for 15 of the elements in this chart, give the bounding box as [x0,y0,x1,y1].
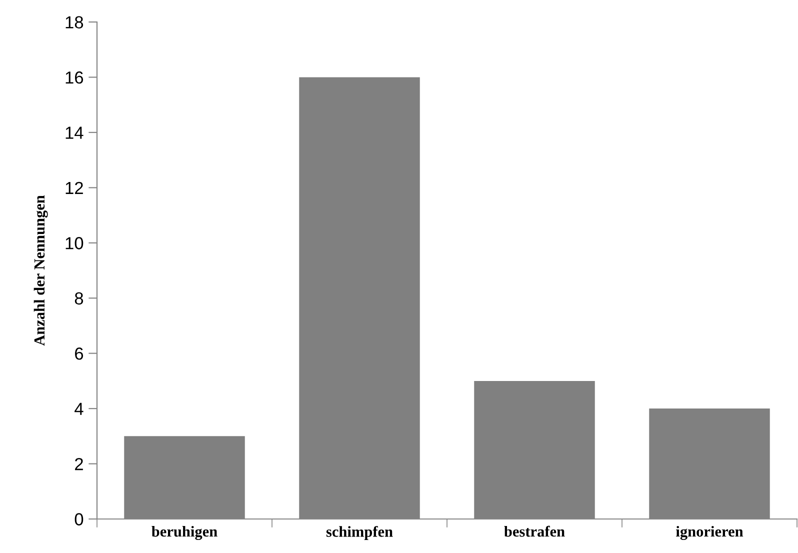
y-tick-label: 8 [74,292,84,305]
x-tick-label: beruhigen [152,526,218,540]
y-tick-label: 14 [66,126,84,139]
y-tick-label: 18 [66,16,84,28]
y-tick-label: 12 [66,182,83,194]
y-tick-label: 6 [75,348,84,360]
y-tick-label: 16 [66,71,84,84]
x-tick-label: schimpfen [326,526,393,540]
y-tick-label: 4 [74,402,84,415]
y-axis-title: Anzahl der Nennungen [34,195,48,346]
y-tick-label: 0 [74,513,84,526]
x-tick-label: ignorieren [676,526,744,540]
x-tick-label: bestrafen [504,526,565,537]
y-tick-label: 10 [66,237,84,250]
y-tick-label: 2 [75,458,83,470]
